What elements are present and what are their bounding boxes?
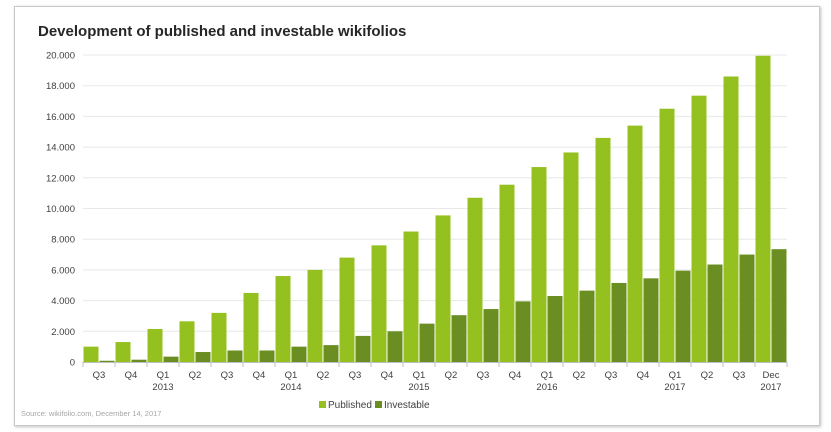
x-tick-label: Q2 — [445, 370, 458, 381]
bar-investable — [611, 282, 627, 362]
bar-published — [147, 328, 163, 362]
bars — [83, 55, 787, 363]
x-tick-label: Q4 — [253, 370, 266, 381]
bar-investable — [579, 290, 595, 362]
bar-investable — [547, 295, 563, 362]
x-tick-label: Q2 — [317, 370, 330, 381]
bar-published — [243, 292, 259, 362]
bar-published — [339, 257, 355, 362]
bar-published — [595, 137, 611, 362]
bar-published — [467, 197, 483, 362]
x-tick-year-label: 2016 — [536, 382, 557, 393]
grid-lines — [83, 54, 787, 332]
y-tick-label: 6.000 — [51, 265, 75, 276]
chart-title: Development of published and investable … — [38, 23, 406, 40]
x-tick-year-label: 2015 — [408, 382, 429, 393]
x-tick-label: Q1 — [413, 370, 426, 381]
chart-canvas: Development of published and investable … — [21, 23, 788, 418]
bar-published — [499, 184, 515, 362]
bar-published — [691, 95, 707, 363]
bar-investable — [483, 309, 499, 362]
y-tick-label: 16.000 — [46, 112, 75, 123]
bar-investable — [739, 254, 755, 362]
x-tick-year-label: 2017 — [664, 382, 685, 393]
bar-published — [723, 76, 739, 363]
x-tick-label: Q2 — [701, 370, 714, 381]
x-tick-label: Q1 — [541, 370, 554, 381]
bar-published — [435, 215, 451, 362]
x-tick-year-label: 2017 — [760, 382, 781, 393]
bar-investable — [675, 270, 691, 362]
bar-published — [307, 269, 323, 362]
x-tick-label: Q3 — [477, 370, 490, 381]
x-tick-year-label: 2014 — [280, 382, 301, 393]
x-tick-label: Q3 — [93, 370, 106, 381]
y-axis: 0 2.000 4.000 6.000 8.000 10.000 12.000 14.000 1… — [46, 51, 75, 369]
bar-published — [275, 276, 291, 362]
bar-investable — [195, 352, 211, 362]
bar-investable — [355, 335, 371, 362]
bar-published — [659, 108, 675, 362]
bar-published — [179, 321, 195, 362]
bar-investable — [99, 360, 115, 362]
bar-investable — [131, 359, 147, 362]
legend-label: Published — [328, 400, 372, 411]
bar-published — [627, 125, 643, 362]
bar-published — [211, 312, 227, 362]
y-tick-label: 2.000 — [51, 327, 75, 338]
bar-investable — [163, 356, 179, 362]
bar-investable — [323, 345, 339, 362]
y-tick-label: 0 — [70, 358, 75, 369]
bar-investable — [643, 278, 659, 362]
bar-published — [371, 245, 387, 362]
x-tick-label: Q4 — [125, 370, 138, 381]
x-tick-label: Q1 — [285, 370, 298, 381]
x-tick-label: Q4 — [509, 370, 522, 381]
x-tick-label: Q3 — [733, 370, 746, 381]
x-tick-label: Q3 — [605, 370, 618, 381]
bar-investable — [515, 301, 531, 362]
bar-investable — [291, 346, 307, 362]
x-tick-label: Q4 — [381, 370, 394, 381]
source-note: Source: wikifolio.com, December 14, 2017 — [21, 409, 161, 418]
legend-swatch — [375, 401, 382, 408]
x-tick-year-label: 2013 — [152, 382, 173, 393]
bar-published — [403, 231, 419, 362]
legend-swatch — [319, 401, 326, 408]
bar-investable — [451, 315, 467, 362]
x-tick-label: Q1 — [669, 370, 682, 381]
x-tick-label: Q3 — [349, 370, 362, 381]
x-tick-label: Q2 — [189, 370, 202, 381]
y-tick-label: 14.000 — [46, 143, 75, 154]
bar-investable — [259, 350, 275, 362]
x-tick-label: Q1 — [157, 370, 170, 381]
x-tick-label: Q3 — [221, 370, 234, 381]
x-tick-label: Q4 — [637, 370, 650, 381]
bar-investable — [707, 264, 723, 362]
y-tick-label: 18.000 — [46, 81, 75, 92]
y-tick-label: 10.000 — [46, 204, 75, 215]
x-tick-label: Dec — [763, 370, 780, 381]
legend: Published Investable — [319, 400, 430, 411]
x-tick-label: Q2 — [573, 370, 586, 381]
bar-investable — [771, 249, 787, 362]
y-tick-label: 20.000 — [46, 51, 75, 62]
y-tick-label: 12.000 — [46, 173, 75, 184]
legend-label: Investable — [384, 400, 430, 411]
y-tick-label: 4.000 — [51, 296, 75, 307]
bar-investable — [227, 350, 243, 362]
bar-investable — [419, 323, 435, 362]
bar-published — [83, 346, 99, 362]
bar-published — [563, 152, 579, 362]
bar-investable — [387, 331, 403, 362]
chart-frame: Development of published and investable … — [14, 6, 820, 426]
y-tick-label: 8.000 — [51, 235, 75, 246]
bar-published — [115, 342, 131, 362]
bar-published — [531, 167, 547, 362]
bar-published — [755, 55, 771, 363]
